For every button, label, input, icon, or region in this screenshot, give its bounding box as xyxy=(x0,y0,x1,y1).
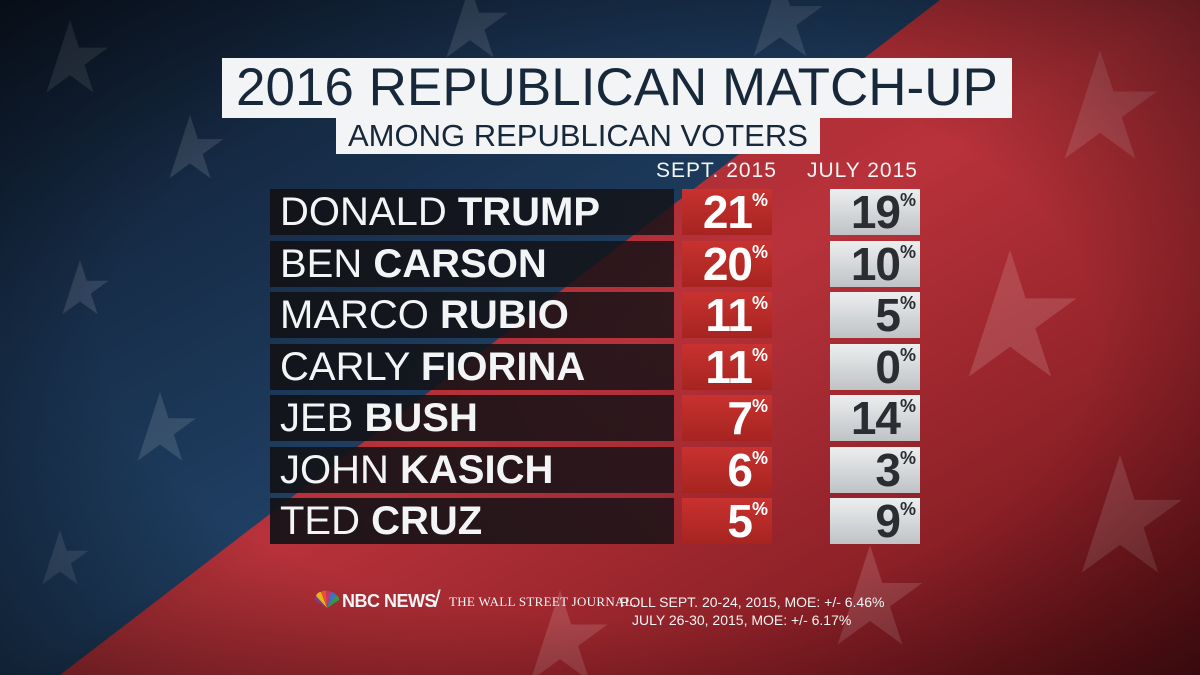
candidate-name-bar: JEB BUSH xyxy=(270,395,674,441)
value-july: 10 xyxy=(850,237,901,290)
value-cell-july: 14% xyxy=(830,395,920,441)
percent-sign: % xyxy=(751,396,768,416)
candidate-last-name: CRUZ xyxy=(371,499,483,543)
candidate-name: JOHN KASICH xyxy=(280,447,553,493)
candidate-name-bar: MARCO RUBIO xyxy=(270,292,674,338)
percent-sign: % xyxy=(751,447,768,468)
value-sept: 11 xyxy=(705,340,753,393)
value-sept: 7 xyxy=(727,392,753,444)
candidate-last-name: FIORINA xyxy=(420,344,586,389)
wsj-brand: THE WALL STREET JOURNAL. xyxy=(449,594,637,609)
candidate-name: BEN CARSON xyxy=(280,241,547,287)
candidate-last-name: RUBIO xyxy=(440,293,569,337)
column-header-sept: SEPT. 2015 xyxy=(656,159,777,182)
value-cell-july: 9% xyxy=(830,498,920,544)
candidate-name: CARLY FIORINA xyxy=(280,344,585,390)
candidate-name: MARCO RUBIO xyxy=(280,292,569,338)
candidate-last-name: TRUMP xyxy=(457,190,601,234)
chart-subtitle: AMONG REPUBLICAN VOTERS xyxy=(336,118,820,154)
percent-sign: % xyxy=(751,293,768,313)
table-row: CARLY FIORINA 11% 0% xyxy=(270,340,920,393)
candidate-name: TED CRUZ xyxy=(280,498,482,544)
value-sept: 21 xyxy=(702,186,753,238)
table-row: JOHN KASICH 6% 3% xyxy=(270,443,920,496)
candidate-name: DONALD TRUMP xyxy=(280,189,600,235)
value-cell-sept: 11% xyxy=(682,340,772,393)
percent-sign: % xyxy=(899,447,916,468)
candidate-first-name: CARLY xyxy=(280,344,410,389)
candidate-last-name: BUSH xyxy=(364,396,478,440)
candidate-name-bar: JOHN KASICH xyxy=(270,446,674,493)
percent-sign: % xyxy=(899,499,916,519)
percent-sign: % xyxy=(899,396,916,416)
value-sept: 6 xyxy=(727,443,753,496)
candidate-first-name: DONALD xyxy=(280,190,447,234)
table-row: JEB BUSH 7% 14% xyxy=(270,395,920,441)
candidate-first-name: JEB xyxy=(280,396,354,440)
candidate-first-name: BEN xyxy=(280,241,363,286)
candidate-last-name: KASICH xyxy=(400,447,554,492)
nbc-peacock-icon xyxy=(314,590,340,608)
poll-note-sept: POLL SEPT. 20-24, 2015, MOE: +/- 6.46% xyxy=(620,594,885,610)
value-cell-july: 19% xyxy=(830,189,920,235)
value-sept: 11 xyxy=(705,289,753,341)
candidate-name-bar: BEN CARSON xyxy=(270,240,674,287)
value-cell-sept: 6% xyxy=(682,443,772,496)
table-row: TED CRUZ 5% 9% xyxy=(270,498,920,544)
value-cell-july: 0% xyxy=(830,340,920,393)
percent-sign: % xyxy=(899,293,916,313)
candidate-name-bar: TED CRUZ xyxy=(270,498,674,544)
candidate-last-name: CARSON xyxy=(373,241,547,286)
percent-sign: % xyxy=(751,499,768,519)
value-july: 0 xyxy=(875,340,901,393)
candidate-first-name: TED xyxy=(280,499,360,543)
percent-sign: % xyxy=(751,241,768,262)
chart-title: 2016 REPUBLICAN MATCH-UP xyxy=(222,58,1012,118)
value-sept: 20 xyxy=(702,237,753,290)
value-cell-sept: 11% xyxy=(682,292,772,338)
footer-slash: / xyxy=(434,586,441,613)
percent-sign: % xyxy=(751,344,768,365)
table-row: BEN CARSON 20% 10% xyxy=(270,237,920,290)
candidate-name: JEB BUSH xyxy=(280,395,478,441)
candidate-first-name: JOHN xyxy=(280,447,389,492)
percent-sign: % xyxy=(899,344,916,365)
value-cell-sept: 20% xyxy=(682,237,772,290)
table-row: DONALD TRUMP 21% 19% xyxy=(270,189,920,235)
value-cell-sept: 21% xyxy=(682,189,772,235)
nbc-news-brand: NBC NEWS xyxy=(342,591,437,611)
value-july: 9 xyxy=(875,495,901,547)
value-cell-sept: 5% xyxy=(682,498,772,544)
value-cell-sept: 7% xyxy=(682,395,772,441)
value-july: 3 xyxy=(875,443,901,496)
value-sept: 5 xyxy=(727,495,753,547)
candidate-name-bar: DONALD TRUMP xyxy=(270,189,674,235)
value-cell-july: 3% xyxy=(830,443,920,496)
value-july: 5 xyxy=(875,289,901,341)
value-cell-july: 5% xyxy=(830,292,920,338)
percent-sign: % xyxy=(751,190,768,210)
table-row: MARCO RUBIO 11% 5% xyxy=(270,292,920,338)
value-july: 19 xyxy=(850,186,901,238)
column-header-july: JULY 2015 xyxy=(807,159,918,182)
value-july: 14 xyxy=(850,392,901,444)
percent-sign: % xyxy=(899,190,916,210)
candidate-first-name: MARCO xyxy=(280,293,429,337)
candidate-name-bar: CARLY FIORINA xyxy=(270,343,674,390)
percent-sign: % xyxy=(899,241,916,262)
value-cell-july: 10% xyxy=(830,237,920,290)
poll-note-july: JULY 26-30, 2015, MOE: +/- 6.17% xyxy=(632,612,852,628)
